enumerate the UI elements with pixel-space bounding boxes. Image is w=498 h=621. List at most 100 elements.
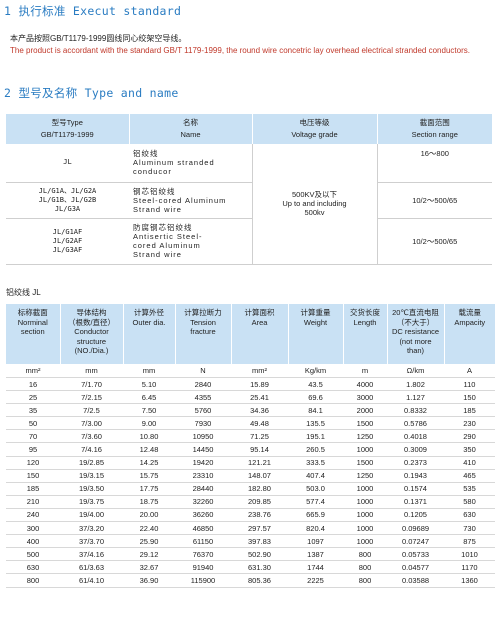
- table-cell: 503.0: [288, 482, 343, 496]
- table-cell: 1010: [444, 547, 495, 562]
- table-cell: 0.5786: [387, 416, 444, 431]
- table-cell: 37/3.70: [60, 534, 123, 549]
- table-row: 150 19/3.15 15.75 23310 148.07 407.4 1250 0.194…: [6, 469, 495, 483]
- table-cell: 148.07: [231, 469, 288, 483]
- type-row-jl-g: JL/G1A、JL/G2A JL/G1B、JL/G2B JL/G3A 钢芯铝绞线 St…: [6, 182, 492, 219]
- voltage-header: 电压等级 Voltage grade: [251, 114, 377, 144]
- table-cell: 2840: [175, 377, 231, 392]
- table-cell: 15.75: [123, 469, 175, 483]
- table-row: 95 7/4.16 12.48 14450 95.14 260.5 1000 0.3009 35…: [6, 442, 495, 457]
- table-cell: 1170: [444, 560, 495, 575]
- table-cell: 0.1205: [387, 508, 444, 523]
- table-cell: 17.75: [123, 482, 175, 496]
- table-cell: 800: [343, 547, 387, 562]
- table-cell: 1500: [343, 416, 387, 431]
- range-cell: 10/2～500/65: [377, 182, 492, 219]
- table-row: 50 7/3.00 9.00 7930 49.48 135.5 1500 0.5786 230: [6, 416, 495, 431]
- table-cell: 34.36: [231, 403, 288, 418]
- unit-cell: Ω/km: [387, 364, 444, 378]
- table-cell: 210: [6, 495, 60, 509]
- table-cell: 12.48: [123, 442, 175, 457]
- unit-cell: mm: [60, 364, 123, 378]
- table-cell: 1097: [288, 534, 343, 549]
- table-cell: 5.10: [123, 377, 175, 392]
- table-cell: 730: [444, 521, 495, 536]
- table-cell: 7/4.16: [60, 442, 123, 457]
- table-cell: 0.3009: [387, 442, 444, 457]
- table-cell: 1250: [343, 469, 387, 483]
- table-cell: 61/3.63: [60, 560, 123, 575]
- table-cell: 14.25: [123, 456, 175, 470]
- table-cell: 22.40: [123, 521, 175, 536]
- table-cell: 230: [444, 416, 495, 431]
- table-cell: 238.76: [231, 508, 288, 523]
- name-cell: 钢芯铝绞线 Steel-cored Aluminum Strand wire: [129, 182, 252, 219]
- table-cell: 19/3.15: [60, 469, 123, 483]
- weight-header: 计算重量 Weight: [287, 304, 343, 364]
- table-row: 210 19/3.75 18.75 32260 209.85 577.4 1000 0.137…: [6, 495, 495, 509]
- table-cell: 61150: [175, 534, 231, 549]
- table-cell: 19420: [175, 456, 231, 470]
- table-row: 35 7/2.5 7.50 5760 34.36 84.1 2000 0.8332 185: [6, 403, 495, 418]
- ampacity-header: 载流量 Ampacity: [443, 304, 495, 364]
- table-cell: 1250: [343, 429, 387, 444]
- table-cell: 209.85: [231, 495, 288, 509]
- table-cell: 36260: [175, 508, 231, 523]
- table-cell: 7/3.60: [60, 429, 123, 444]
- table-cell: 4355: [175, 390, 231, 405]
- table-cell: 19/3.50: [60, 482, 123, 496]
- table-row: 300 37/3.20 22.40 46850 297.57 820.4 1000 0.096…: [6, 521, 495, 536]
- section2-title: 2 型号及名称 Type and name: [4, 86, 179, 100]
- table-cell: 25.90: [123, 534, 175, 549]
- table-cell: 4000: [343, 377, 387, 392]
- type-cell: JL/G1AF JL/G2AF JL/G3AF: [6, 218, 129, 265]
- table-row: 400 37/3.70 25.90 61150 397.83 1097 1000 0.0724…: [6, 534, 495, 549]
- table-cell: 61/4.10: [60, 573, 123, 588]
- outer-dia-header: 计算外径 Outer dia.: [122, 304, 175, 364]
- table-cell: 500: [6, 547, 60, 562]
- table-cell: 91940: [175, 560, 231, 575]
- table-cell: 76370: [175, 547, 231, 562]
- table-cell: 805.36: [231, 573, 288, 588]
- table-cell: 46850: [175, 521, 231, 536]
- table-cell: 1744: [288, 560, 343, 575]
- table-cell: 43.5: [288, 377, 343, 392]
- table-row: 70 7/3.60 10.80 10950 71.25 195.1 1250 0.4018 29…: [6, 429, 495, 444]
- area-header: 计算面积 Area: [230, 304, 288, 364]
- table-row: 240 19/4.00 20.00 36260 238.76 665.9 1000 0.120…: [6, 508, 495, 523]
- range-cell: 10/2～500/65: [377, 218, 492, 265]
- table-cell: 800: [6, 573, 60, 588]
- table-cell: 0.07247: [387, 534, 444, 549]
- table-cell: 29.12: [123, 547, 175, 562]
- table-cell: 580: [444, 495, 495, 509]
- table-cell: 19/4.00: [60, 508, 123, 523]
- table-cell: 25: [6, 390, 60, 405]
- table-cell: 465: [444, 469, 495, 483]
- table-cell: 630: [444, 508, 495, 523]
- table-cell: 3000: [343, 390, 387, 405]
- table-cell: 820.4: [288, 521, 343, 536]
- range-cell: 16～800: [377, 144, 492, 183]
- type-row-jl-gaf: JL/G1AF JL/G2AF JL/G3AF 防腐钢芯铝绞线 Antisertic …: [6, 218, 492, 265]
- table-cell: 800: [343, 573, 387, 588]
- table-cell: 25.41: [231, 390, 288, 405]
- table-cell: 5760: [175, 403, 231, 418]
- table-cell: 69.6: [288, 390, 343, 405]
- table-cell: 35: [6, 403, 60, 418]
- spec-table: 标称截面 Norminal section 导体结构 （根数/直径） Conductor s…: [6, 304, 495, 588]
- table-cell: 240: [6, 508, 60, 523]
- table-cell: 0.1371: [387, 495, 444, 509]
- unit-cell: A: [444, 364, 495, 378]
- table-cell: 19/3.75: [60, 495, 123, 509]
- table-cell: 32260: [175, 495, 231, 509]
- table-cell: 37/3.20: [60, 521, 123, 536]
- table-cell: 0.03588: [387, 573, 444, 588]
- table-cell: 7.50: [123, 403, 175, 418]
- table-row: 25 7/2.15 6.45 4355 25.41 69.6 3000 1.127 150: [6, 390, 495, 405]
- table-cell: 2000: [343, 403, 387, 418]
- name-cell: 铝绞线 Aluminum stranded conducor: [129, 144, 252, 183]
- table-cell: 407.4: [288, 469, 343, 483]
- table-cell: 195.1: [288, 429, 343, 444]
- table-cell: 150: [6, 469, 60, 483]
